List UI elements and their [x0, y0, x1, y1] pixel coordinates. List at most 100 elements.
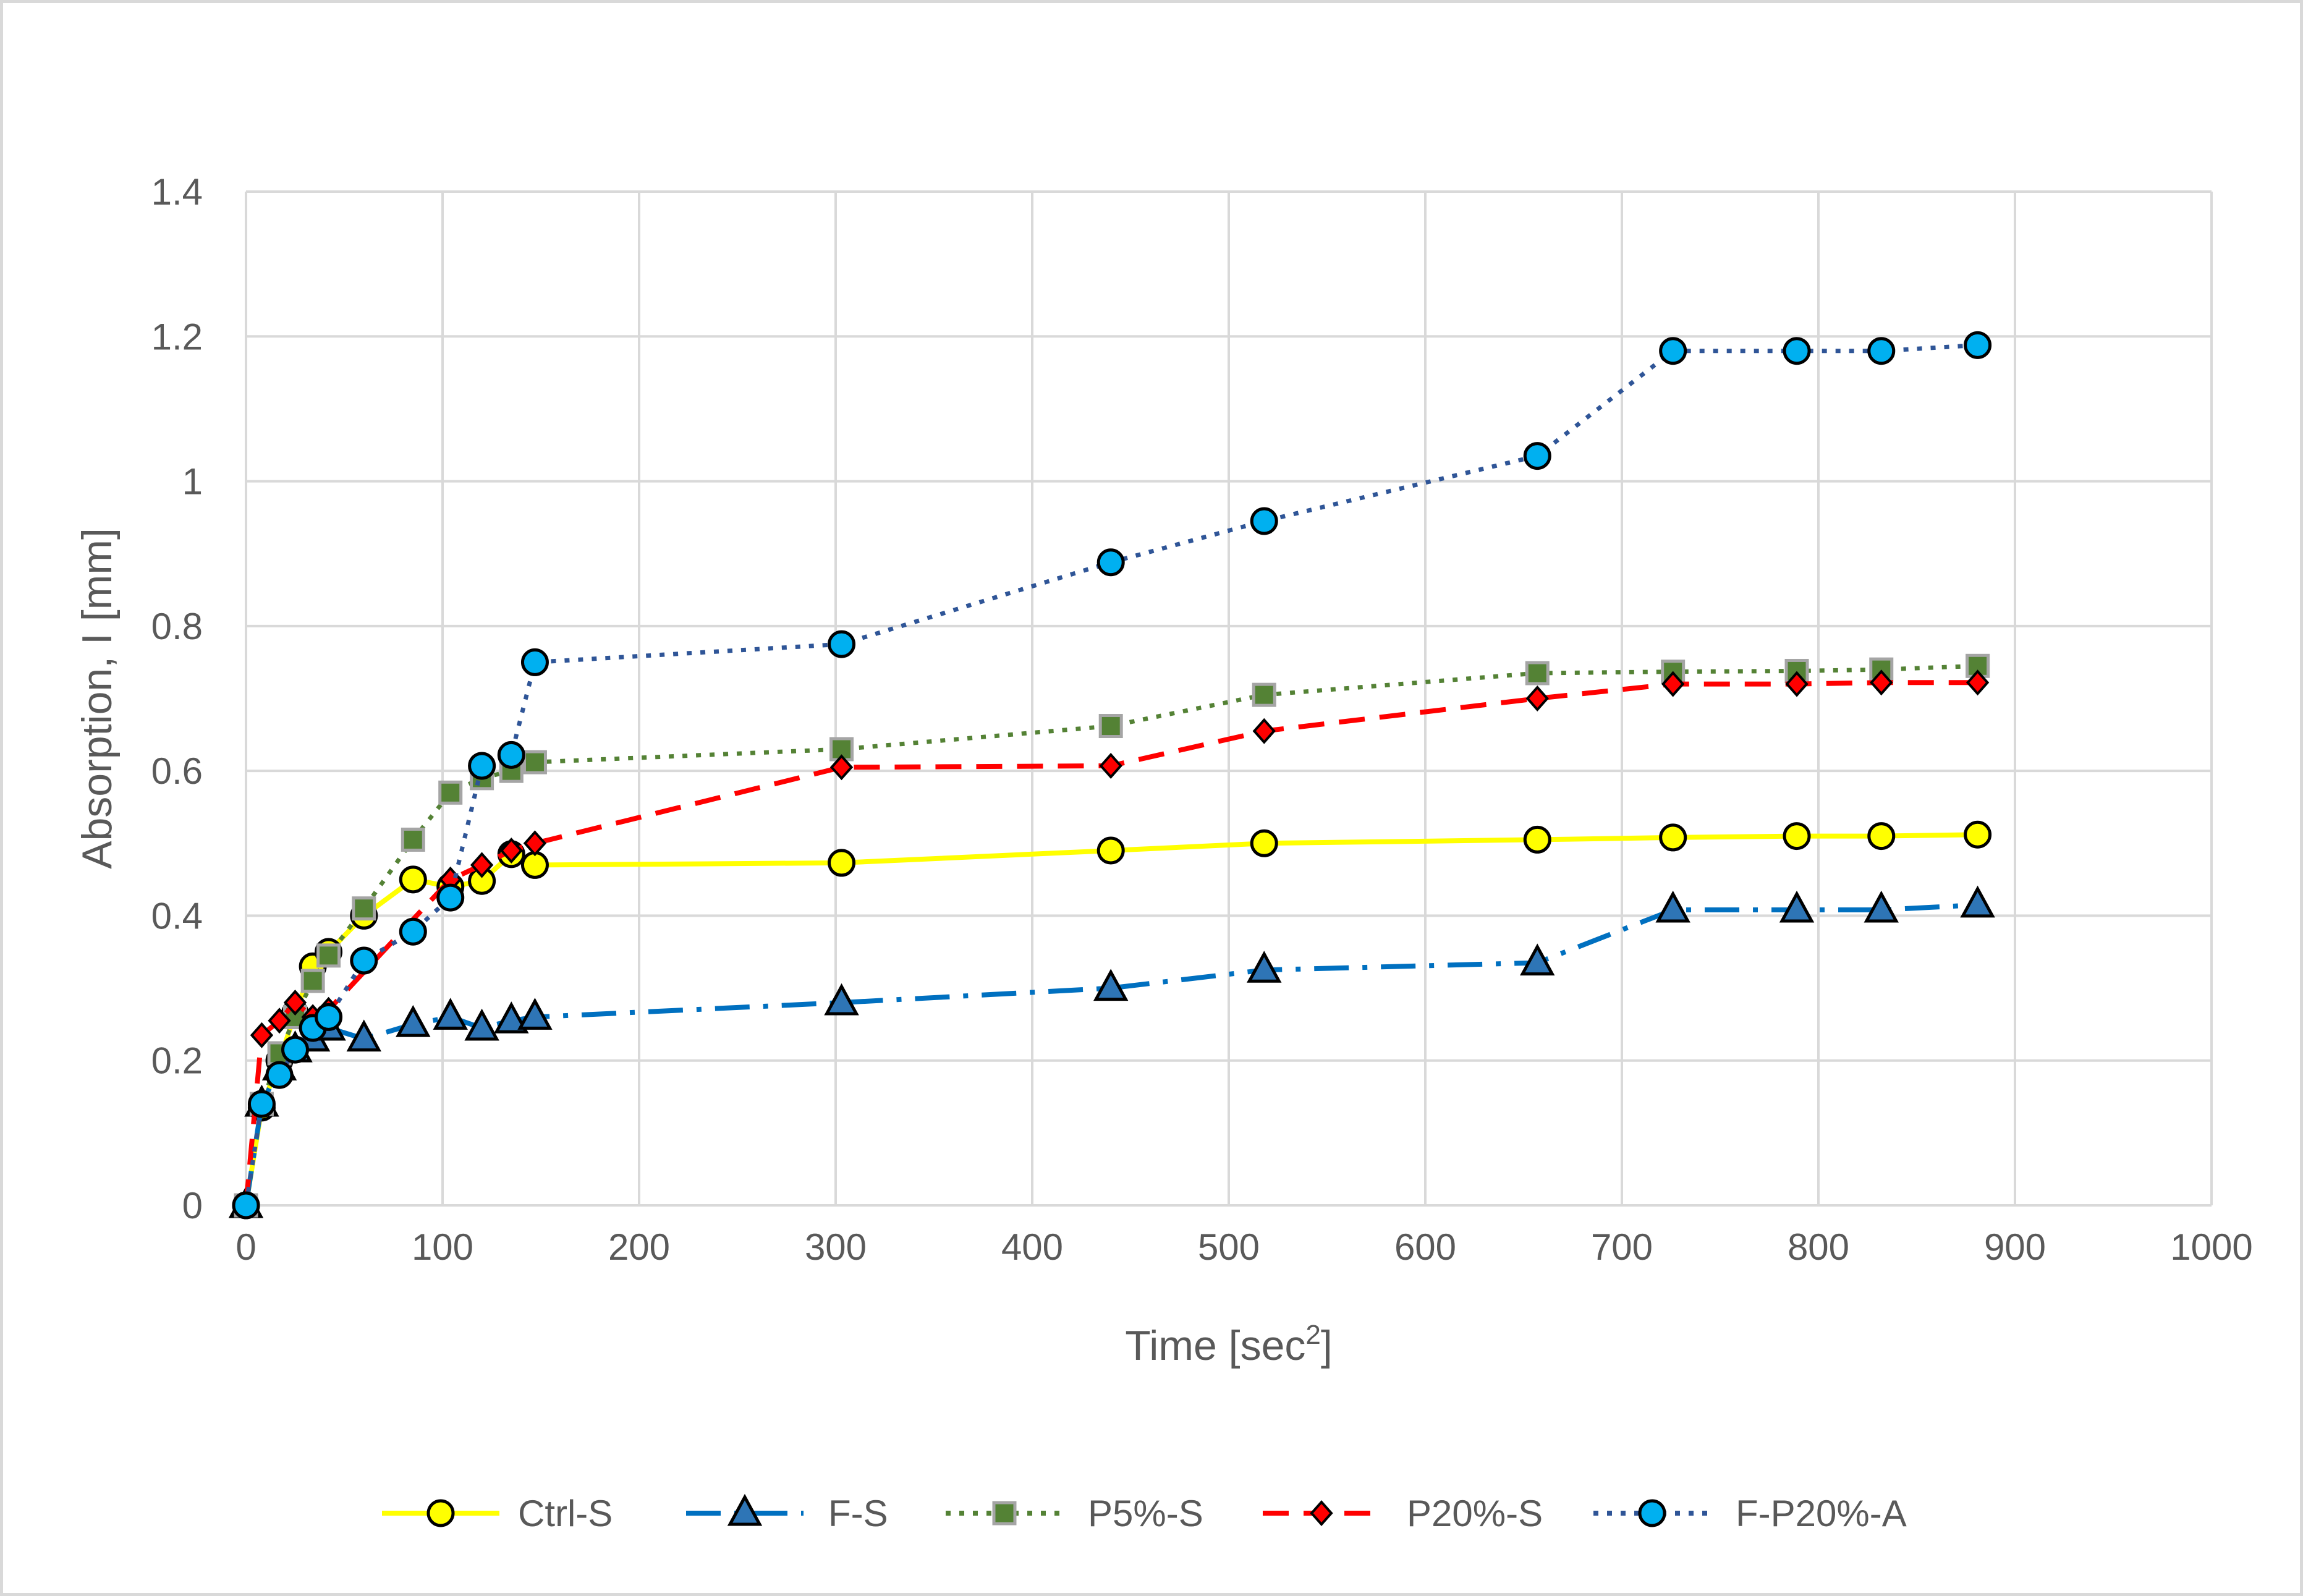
data-point: [523, 830, 547, 857]
legend-marker: [727, 1493, 763, 1526]
data-point: [1785, 671, 1809, 697]
x-tick-label: 100: [412, 1226, 473, 1268]
data-point: [1525, 685, 1549, 712]
data-point: [1964, 331, 1992, 359]
series-p20-s: [234, 669, 1990, 1219]
series-f-p20-a: [232, 331, 1992, 1220]
data-point: [520, 851, 549, 879]
legend-marker: [1638, 1499, 1666, 1527]
x-tick-label: 500: [1198, 1226, 1260, 1268]
data-point: [1779, 890, 1815, 923]
data-point: [1250, 829, 1278, 857]
data-point: [265, 1061, 294, 1089]
series-line: [244, 663, 1978, 1206]
data-point: [1099, 752, 1122, 779]
data-point: [436, 883, 465, 912]
y-tick-label: 0: [182, 1185, 203, 1226]
y-tick-label: 1: [182, 461, 203, 503]
legend-label: F-P20%-A: [1736, 1493, 1907, 1534]
x-tick-label: 0: [235, 1226, 256, 1268]
data-point: [1659, 337, 1687, 365]
legend-label: F-S: [828, 1493, 888, 1534]
x-tick-label: 300: [805, 1226, 867, 1268]
data-point: [1093, 969, 1129, 1001]
data-point: [1252, 682, 1276, 707]
data-point: [520, 648, 549, 676]
data-point: [283, 989, 307, 1016]
data-point: [499, 837, 523, 864]
data-point: [1523, 442, 1551, 470]
y-tick-label: 1.2: [151, 316, 203, 357]
data-point: [232, 1191, 260, 1220]
data-point: [828, 630, 856, 658]
data-point: [828, 849, 856, 877]
x-tick-label: 600: [1394, 1226, 1456, 1268]
y-tick-label: 1.4: [151, 171, 203, 213]
data-point: [497, 741, 525, 769]
y-tick-label: 0.2: [151, 1040, 203, 1082]
data-point: [1525, 661, 1550, 686]
data-point: [1867, 337, 1896, 365]
legend-item: F-S: [686, 1493, 888, 1534]
data-point: [433, 998, 468, 1030]
data-point: [1966, 669, 1990, 696]
data-point: [1520, 943, 1555, 976]
y-tick-label: 0.8: [151, 606, 203, 647]
data-point: [300, 969, 325, 993]
data-point: [1096, 548, 1125, 577]
series-line: [244, 902, 1978, 1206]
data-point: [1096, 836, 1125, 865]
data-point: [468, 752, 496, 780]
legend-item: P5%-S: [946, 1493, 1203, 1534]
data-point: [315, 1003, 343, 1031]
data-point: [1247, 951, 1282, 983]
x-tick-label: 200: [608, 1226, 670, 1268]
series-f-s: [228, 885, 1995, 1218]
data-point: [464, 1008, 499, 1041]
x-tick-label: 800: [1788, 1226, 1849, 1268]
x-tick-label: 700: [1591, 1226, 1653, 1268]
data-point: [829, 754, 854, 781]
data-point: [470, 852, 494, 878]
data-point: [250, 1022, 274, 1048]
data-point: [401, 827, 425, 852]
data-point: [1523, 825, 1551, 854]
data-point: [396, 1004, 431, 1037]
legend-item: Ctrl-S: [382, 1493, 613, 1534]
y-tick-label: 0.6: [151, 750, 203, 792]
legend: Ctrl-S F-S P5%-S P20%-S F-P20%-A: [382, 1493, 1907, 1534]
data-point: [1661, 671, 1685, 697]
data-point: [316, 943, 341, 968]
legend-item: F-P20%-A: [1593, 1493, 1907, 1534]
x-tick-label: 1000: [2170, 1226, 2252, 1268]
data-point: [1867, 822, 1896, 851]
series-ctrl-s: [232, 820, 1992, 1220]
data-point: [1783, 822, 1811, 851]
series-layer: [228, 331, 1995, 1220]
x-axis-title: Time [sec2]: [1125, 1320, 1333, 1369]
data-point: [1098, 714, 1123, 739]
y-axis-title: Absorption, I [mm]: [74, 528, 121, 869]
data-point: [1655, 890, 1690, 923]
data-point: [1960, 885, 1995, 918]
data-point: [1252, 718, 1276, 744]
data-point: [824, 983, 859, 1016]
data-point: [352, 896, 376, 921]
data-point: [281, 1035, 309, 1064]
data-point: [268, 1008, 291, 1034]
y-tick-label: 0.4: [151, 895, 203, 936]
legend-marker: [1310, 1500, 1333, 1527]
data-point: [399, 865, 427, 894]
data-point: [517, 998, 553, 1030]
legend-label: P5%-S: [1088, 1493, 1203, 1534]
data-point: [494, 1001, 529, 1034]
legend-marker: [992, 1501, 1017, 1526]
data-point: [1659, 823, 1687, 852]
gridlines: [245, 190, 2213, 1207]
data-point: [1870, 669, 1893, 696]
data-point: [522, 750, 547, 775]
data-point: [438, 780, 463, 805]
x-tick-label: 400: [1001, 1226, 1063, 1268]
data-point: [399, 917, 427, 946]
